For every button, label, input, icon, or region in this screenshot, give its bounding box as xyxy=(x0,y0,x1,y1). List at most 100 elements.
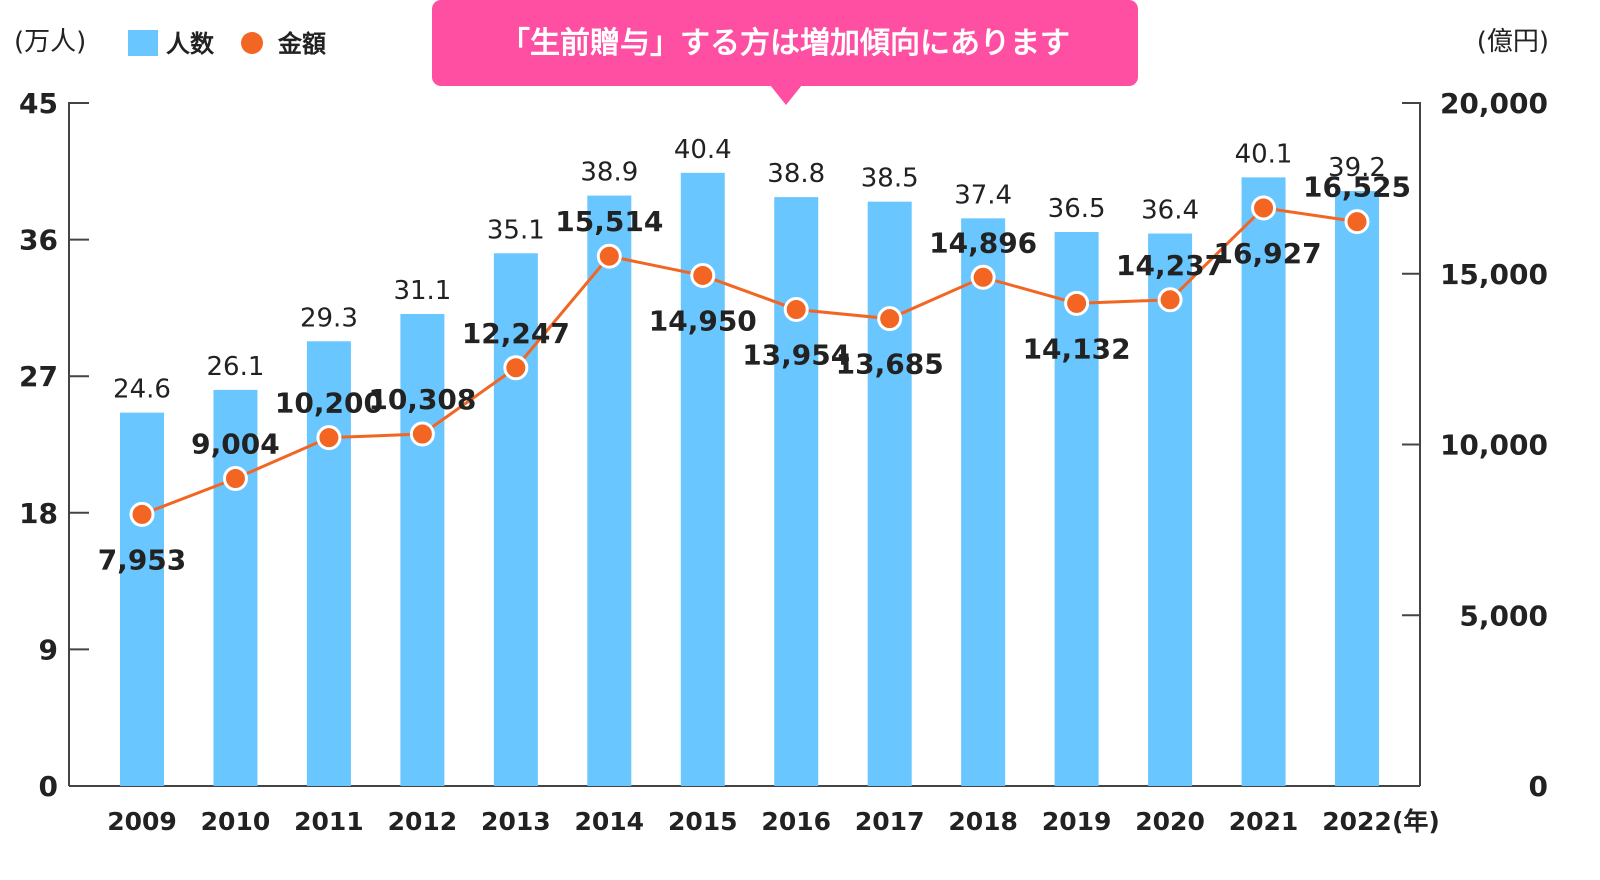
line-series xyxy=(129,195,1370,527)
amount-value-label: 12,247 xyxy=(462,317,570,350)
amount-value-label: 13,954 xyxy=(742,338,850,371)
callout-pointer xyxy=(770,85,802,105)
bar-value-label: 38.8 xyxy=(767,159,825,189)
bar xyxy=(1148,233,1193,787)
bar-value-label: 40.1 xyxy=(1235,139,1293,169)
bar-value-label: 29.3 xyxy=(300,303,358,333)
amount-point xyxy=(503,355,529,381)
right-axis-unit: (億円) xyxy=(1477,27,1549,57)
amount-line xyxy=(141,206,1358,516)
amount-value-label: 14,896 xyxy=(929,226,1037,259)
legend-line-label: 金額 xyxy=(277,30,326,58)
bar-value-label: 38.9 xyxy=(580,158,638,188)
amount-value-label: 16,927 xyxy=(1214,237,1322,270)
amount-point xyxy=(596,243,622,269)
amount-point xyxy=(690,262,716,288)
x-tick-label: 2015 xyxy=(668,807,738,836)
legend-bar-swatch xyxy=(128,30,158,56)
callout-box xyxy=(432,0,1138,86)
right-tick-label: 0 xyxy=(1529,770,1548,803)
x-tick-label: 2016 xyxy=(761,807,831,836)
amount-value-label: 14,950 xyxy=(649,304,757,337)
bar-series xyxy=(120,172,1379,787)
amount-point xyxy=(877,306,903,332)
bar-value-label: 26.1 xyxy=(207,352,265,382)
bar-value-label: 35.1 xyxy=(487,215,545,245)
bar xyxy=(774,197,819,786)
amount-point xyxy=(409,421,435,447)
amount-value-label: 14,237 xyxy=(1116,249,1224,282)
bar xyxy=(400,313,445,786)
bar xyxy=(1241,177,1286,787)
bar-value-label: 37.4 xyxy=(954,180,1012,210)
amount-point xyxy=(970,264,996,290)
bar xyxy=(306,341,351,786)
x-tick-label: 2009 xyxy=(107,807,177,836)
bar-value-label: 24.6 xyxy=(113,375,171,405)
right-tick-label: 20,000 xyxy=(1440,87,1548,120)
bar-value-label: 36.5 xyxy=(1048,194,1106,224)
amount-value-label: 15,514 xyxy=(555,205,663,238)
callout-text: 「生前贈与」する方は増加傾向にあります xyxy=(500,26,1070,61)
legend-line-swatch xyxy=(241,32,263,54)
bar-value-label: 38.5 xyxy=(861,164,919,194)
x-tick-label: 2014 xyxy=(575,807,645,836)
x-tick-label: 2010 xyxy=(201,807,271,836)
amount-point xyxy=(1344,209,1370,235)
bar xyxy=(1335,191,1379,786)
amount-point xyxy=(1064,290,1090,316)
bar xyxy=(213,389,258,786)
left-tick-label: 0 xyxy=(39,770,58,803)
bar-value-label: 36.4 xyxy=(1141,196,1199,226)
right-tick-label: 10,000 xyxy=(1440,429,1548,462)
bar-value-labels: 24.6 26.1 29.3 31.1 35.1 38.9 40.4 38.8 38.5 37.4… xyxy=(113,135,1386,405)
left-tick-label: 18 xyxy=(19,497,58,530)
left-axis-unit: (万人) xyxy=(14,27,86,57)
x-tick-label: 2017 xyxy=(855,807,925,836)
amount-point xyxy=(1157,287,1183,313)
amount-value-label: 10,308 xyxy=(368,383,476,416)
left-tick-label: 45 xyxy=(19,87,58,120)
amount-value-label: 13,685 xyxy=(836,348,944,381)
x-axis-ticks: 2009 2010 2011 2012 2013 2014 2015 2016 2017 2018… xyxy=(107,807,1392,836)
bar xyxy=(120,412,164,786)
amount-point xyxy=(129,501,155,527)
x-tick-label: 2012 xyxy=(388,807,458,836)
x-tick-label: 2020 xyxy=(1135,807,1205,836)
bar xyxy=(1054,232,1099,786)
x-tick-label: 2022 xyxy=(1322,807,1392,836)
left-tick-label: 9 xyxy=(39,633,58,666)
amount-point xyxy=(316,425,342,451)
amount-point xyxy=(1251,195,1277,221)
bar-value-label: 40.4 xyxy=(674,135,732,165)
left-axis-ticks: 0 9 18 27 36 45 xyxy=(19,87,89,803)
bar-value-label: 39.2 xyxy=(1328,153,1386,183)
right-axis-ticks: 0 5,000 10,000 15,000 20,000 xyxy=(1402,87,1548,803)
x-tick-label: 2011 xyxy=(294,807,364,836)
callout: 「生前贈与」する方は増加傾向にあります xyxy=(432,0,1138,105)
amount-value-label: 7,953 xyxy=(98,543,187,576)
bar xyxy=(493,253,538,786)
x-axis-unit: (年) xyxy=(1392,807,1440,836)
right-tick-label: 15,000 xyxy=(1440,258,1548,291)
x-tick-label: 2018 xyxy=(948,807,1018,836)
x-tick-label: 2021 xyxy=(1229,807,1299,836)
bar-value-label: 31.1 xyxy=(393,276,451,306)
left-tick-label: 36 xyxy=(19,224,58,257)
left-tick-label: 27 xyxy=(19,360,58,393)
amount-point xyxy=(783,296,809,322)
amount-value-label: 16,525 xyxy=(1303,171,1411,204)
x-tick-label: 2013 xyxy=(481,807,551,836)
amount-value-label: 10,200 xyxy=(275,387,383,420)
legend-bar-label: 人数 xyxy=(166,30,215,58)
bar xyxy=(867,201,912,787)
right-tick-label: 5,000 xyxy=(1459,599,1548,632)
bar xyxy=(587,195,632,786)
amount-point xyxy=(222,466,248,492)
amount-value-label: 9,004 xyxy=(191,428,280,461)
x-tick-label: 2019 xyxy=(1042,807,1112,836)
bar xyxy=(961,218,1006,787)
amount-value-label: 14,132 xyxy=(1023,332,1131,365)
